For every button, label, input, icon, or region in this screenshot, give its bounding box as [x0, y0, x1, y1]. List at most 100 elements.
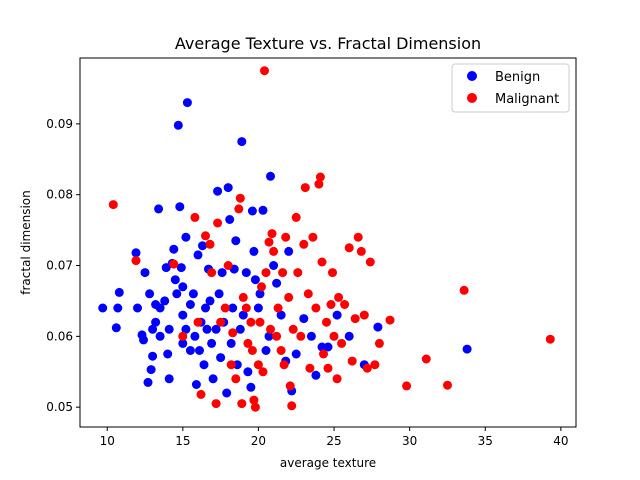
data-point-malignant [241, 303, 251, 313]
data-point-malignant [545, 334, 555, 344]
data-point-benign [247, 206, 257, 216]
data-point-benign [311, 370, 321, 380]
data-point-malignant [231, 374, 241, 384]
data-point-benign [272, 278, 282, 288]
data-point-benign [173, 120, 183, 130]
data-point-malignant [253, 360, 263, 370]
data-point-malignant [238, 292, 248, 302]
data-point-malignant [278, 268, 288, 278]
data-point-benign [225, 215, 235, 224]
data-point-benign [176, 263, 186, 273]
data-point-benign [188, 289, 198, 299]
data-point-benign [199, 360, 209, 370]
data-point-benign [155, 303, 165, 313]
data-point-malignant [359, 310, 369, 320]
data-point-malignant [266, 324, 275, 334]
data-point-malignant [443, 380, 452, 390]
data-point-benign [291, 349, 301, 359]
data-point-benign [139, 335, 148, 345]
data-point-benign [226, 338, 236, 348]
data-point-malignant [305, 363, 315, 373]
x-tick-label: 35 [478, 434, 493, 448]
data-point-benign [344, 331, 354, 341]
data-point-benign [178, 338, 188, 348]
data-point-benign [178, 310, 188, 320]
legend-box [451, 63, 570, 113]
data-point-malignant [303, 289, 313, 299]
data-point-malignant [293, 268, 303, 278]
data-point-benign [231, 236, 241, 246]
data-point-malignant [326, 300, 336, 309]
x-tick-label: 20 [251, 434, 266, 448]
data-point-benign [284, 246, 294, 256]
data-point-benign [261, 346, 271, 355]
data-point-malignant [257, 282, 266, 292]
data-point-benign [332, 310, 342, 320]
x-tick-label: 10 [100, 434, 115, 448]
data-point-malignant [249, 395, 259, 405]
data-point-malignant [228, 328, 238, 338]
data-point-malignant [260, 66, 269, 76]
data-point-malignant [308, 232, 318, 242]
data-point-benign [170, 275, 180, 285]
data-point-malignant [402, 381, 412, 391]
data-point-benign [255, 289, 265, 299]
data-point-benign [202, 324, 212, 334]
data-point-benign [243, 367, 253, 377]
data-point-malignant [344, 243, 354, 253]
data-point-malignant [299, 239, 309, 249]
data-point-malignant [193, 317, 203, 327]
data-point-benign [193, 250, 203, 260]
data-point-benign [211, 324, 221, 334]
data-point-malignant [315, 172, 325, 182]
legend-label-benign: Benign [495, 70, 540, 85]
data-point-malignant [264, 237, 274, 247]
data-point-malignant [220, 303, 230, 313]
data-point-malignant [196, 389, 206, 399]
data-point-malignant [374, 338, 384, 348]
data-point-benign [299, 314, 309, 324]
data-point-malignant [284, 292, 294, 302]
data-point-malignant [322, 317, 331, 327]
data-point-benign [216, 353, 226, 363]
data-point-benign [462, 344, 472, 354]
data-point-malignant [226, 360, 236, 370]
data-point-benign [237, 137, 247, 147]
data-point-benign [154, 204, 164, 214]
y-tick-label: 0.07 [46, 259, 73, 273]
data-point-malignant [276, 346, 286, 355]
data-point-malignant [255, 317, 265, 327]
data-point-malignant [211, 399, 221, 409]
y-tick-label: 0.05 [46, 400, 73, 414]
data-point-benign [195, 346, 204, 355]
data-point-malignant [334, 292, 344, 302]
data-point-malignant [207, 268, 217, 278]
data-point-benign [111, 323, 121, 333]
data-point-malignant [287, 401, 297, 411]
legend-label-malignant: Malignant [495, 92, 559, 107]
plot-frame [79, 57, 577, 428]
data-point-malignant [243, 338, 253, 348]
data-point-malignant [223, 261, 233, 270]
data-point-benign [169, 244, 179, 254]
data-point-malignant [273, 303, 283, 313]
x-tick-label: 15 [175, 434, 190, 448]
legend-marker-benign [467, 71, 477, 81]
x-tick-label: 40 [553, 434, 568, 448]
data-point-benign [235, 324, 245, 334]
data-point-malignant [272, 331, 282, 341]
x-tick-label: 30 [402, 434, 417, 448]
data-point-benign [208, 374, 218, 384]
data-point-benign [222, 388, 232, 398]
data-point-benign [148, 351, 158, 361]
data-point-benign [151, 317, 161, 327]
data-point-benign [198, 241, 207, 251]
data-point-malignant [288, 324, 298, 334]
data-point-malignant [421, 354, 431, 364]
data-point-benign [249, 246, 259, 256]
legend: Benign Malignant [451, 63, 570, 113]
data-point-benign [223, 183, 233, 193]
chart-title: Average Texture vs. Fractal Dimension [175, 34, 481, 53]
data-point-malignant [319, 349, 328, 359]
